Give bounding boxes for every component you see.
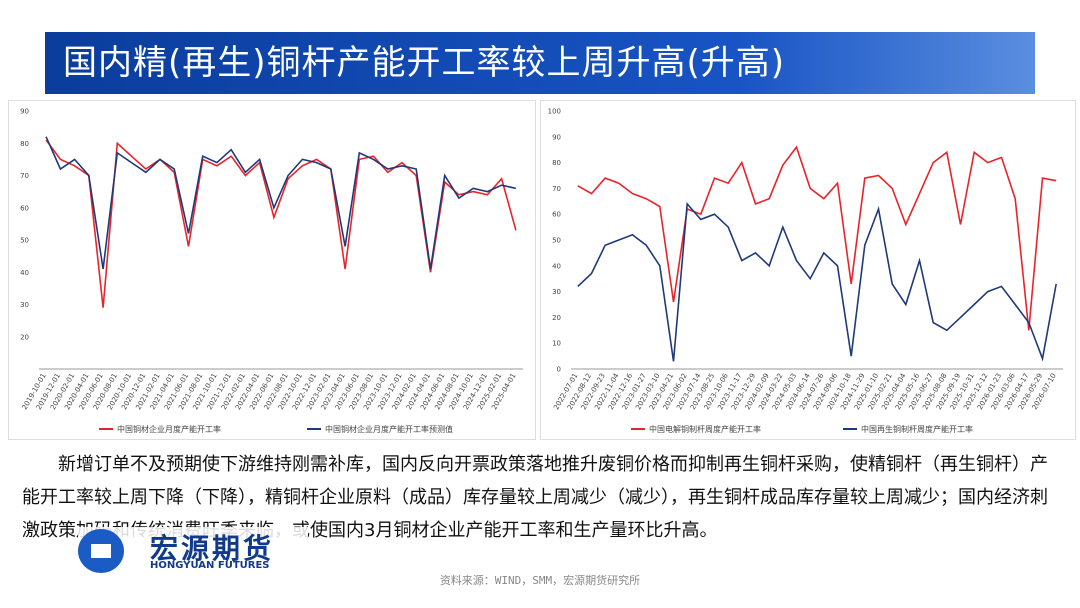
y-tick-label: 30: [552, 288, 561, 296]
y-tick-label: 20: [20, 333, 29, 341]
logo-english: HONGYUAN FUTURES: [150, 560, 270, 571]
legend-label: 中国再生铜制杆周度产能开工率: [861, 424, 973, 434]
y-tick-label: 10: [552, 340, 561, 348]
y-tick-label: 40: [552, 262, 561, 270]
legend-label: 中国铜材企业月度产能开工率预测值: [325, 424, 453, 434]
y-tick-label: 20: [552, 314, 561, 322]
chart-left: 20304050607080902019-10-012019-12-012020…: [8, 100, 536, 440]
title-banner: 国内精(再生)铜杆产能开工率较上周升高(升高): [45, 32, 1035, 94]
y-tick-label: 70: [20, 172, 29, 180]
y-tick-label: 70: [552, 185, 561, 193]
logo-mark: [78, 529, 124, 573]
legend-label: 中国电解铜制杆周度产能开工率: [649, 424, 761, 434]
y-tick-label: 90: [20, 108, 29, 116]
y-tick-label: 90: [552, 133, 561, 141]
y-tick-label: 50: [20, 237, 29, 245]
y-tick-label: 80: [20, 140, 29, 148]
y-tick-label: 50: [552, 237, 561, 245]
legend-label: 中国铜材企业月度产能开工率: [117, 424, 221, 434]
logo-name: 宏源期货: [150, 532, 275, 565]
y-tick-label: 60: [552, 211, 561, 219]
series-line: [45, 136, 517, 270]
source: 资料来源：WIND，SMM，宏源期货研究所: [439, 574, 641, 587]
series-line: [577, 201, 1057, 362]
y-tick-label: 60: [20, 204, 29, 212]
y-tick-label: 40: [20, 269, 29, 277]
y-tick-label: 0: [557, 366, 561, 374]
y-tick-label: 100: [548, 108, 561, 116]
chart-right: 01020304050607080901002022-07-012022-08-…: [540, 100, 1076, 440]
logo: 宏源期货 HONGYUAN FUTURES: [78, 527, 308, 575]
y-tick-label: 30: [20, 301, 29, 309]
y-tick-label: 80: [552, 159, 561, 167]
series-line: [577, 145, 1057, 331]
